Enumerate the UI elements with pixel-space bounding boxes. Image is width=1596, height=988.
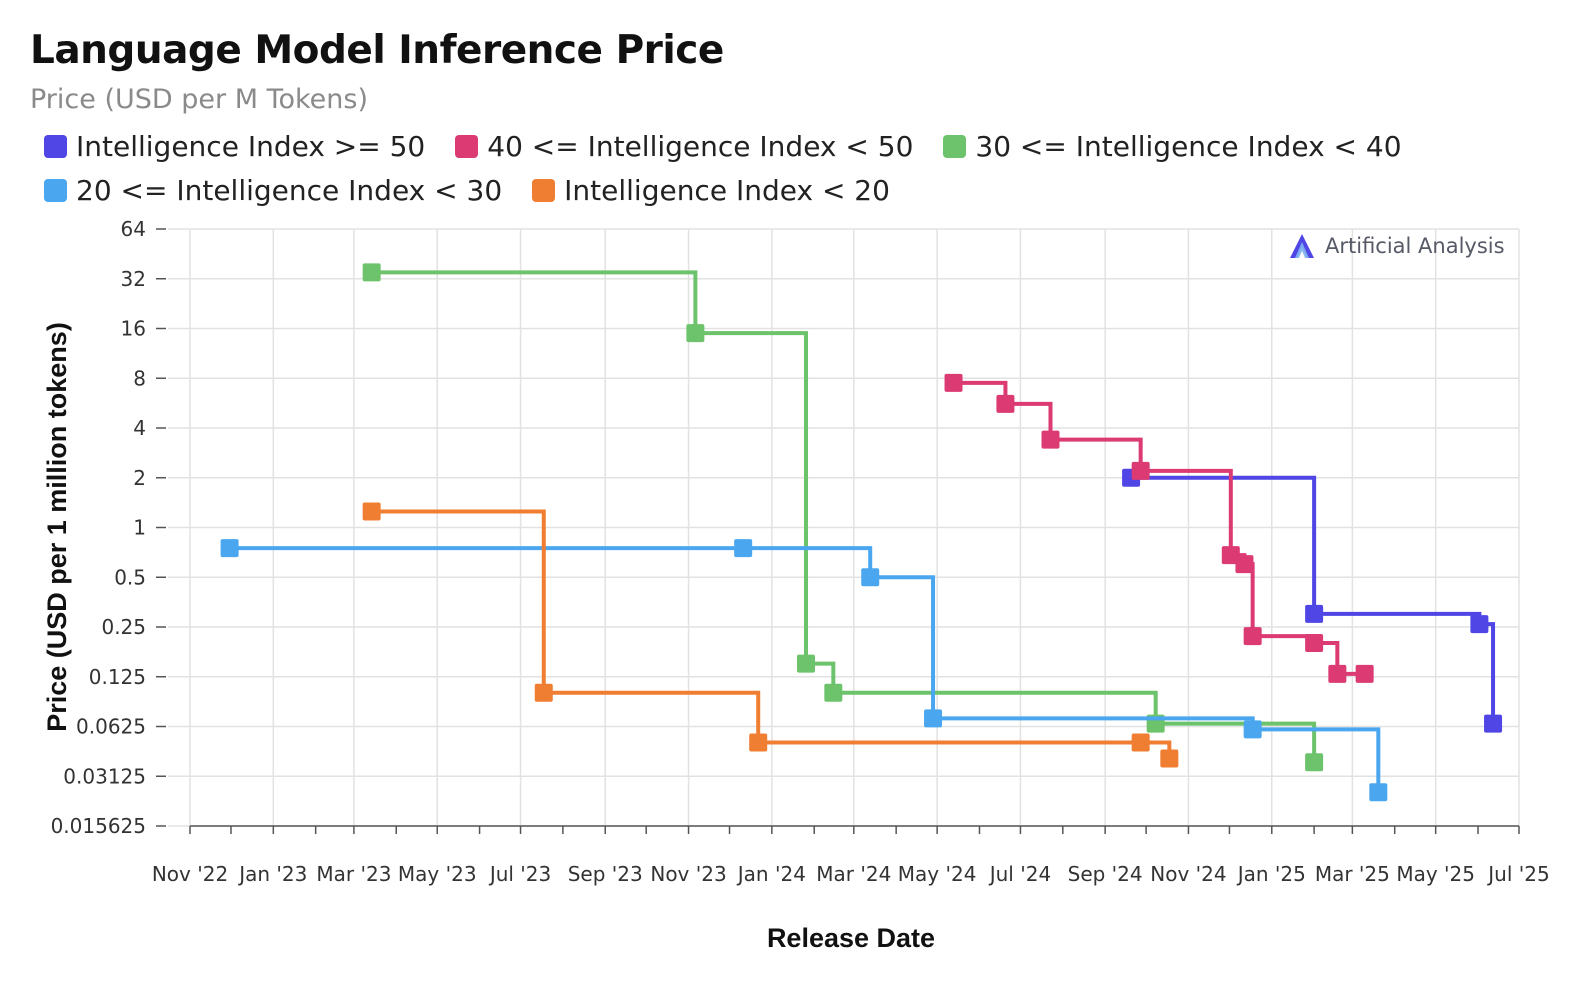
legend-label: 30 <= Intelligence Index < 40 [975, 129, 1402, 163]
y-tick-label: 8 [133, 366, 146, 390]
x-axis-title: Release Date [767, 923, 935, 953]
y-tick-label: 64 [121, 217, 146, 241]
data-point-marker [534, 683, 553, 702]
y-tick-label: 0.5 [114, 565, 146, 589]
data-point-marker [1235, 555, 1254, 574]
watermark: Artificial Analysis [1290, 234, 1505, 258]
x-tick-label: Mar '25 [1315, 862, 1390, 886]
y-tick-label: 0.03125 [63, 764, 146, 788]
data-point-marker [1305, 634, 1324, 653]
artificial-analysis-logo-icon [1290, 234, 1314, 258]
data-point-marker [220, 539, 239, 558]
data-point-marker [996, 394, 1015, 413]
legend-label: Intelligence Index >= 50 [76, 129, 426, 163]
data-point-marker [362, 263, 381, 282]
chart-title: Language Model Inference Price [30, 28, 724, 73]
legend: Intelligence Index >= 50 40 <= Intellige… [44, 124, 1402, 212]
data-point-marker [944, 373, 963, 392]
data-point-marker [861, 568, 880, 587]
data-point-marker [1305, 753, 1324, 772]
series-group [362, 263, 1324, 772]
y-tick-label: 0.015625 [51, 814, 146, 838]
series-line [371, 509, 1172, 759]
x-tick-label: Jul '24 [988, 862, 1051, 886]
x-tick-label: May '25 [1396, 862, 1475, 886]
legend-swatch [44, 178, 67, 202]
legend-swatch [532, 178, 556, 202]
x-tick-label: Sep '23 [568, 862, 643, 886]
x-tick-label: Jul '23 [488, 862, 551, 886]
legend-row: 20 <= Intelligence Index < 30 Intelligen… [44, 168, 1384, 212]
legend-label: Intelligence Index < 20 [564, 173, 890, 207]
legend-swatch [455, 134, 479, 158]
series-group [362, 502, 1179, 768]
data-point-marker [1484, 714, 1503, 733]
series-group [944, 373, 1374, 683]
data-point-marker [749, 733, 768, 752]
x-tick-label: Jan '25 [1236, 862, 1306, 886]
y-tick-label: 32 [121, 267, 146, 291]
watermark-text: Artificial Analysis [1325, 234, 1505, 258]
data-point-marker [1328, 664, 1347, 683]
data-point-marker [1369, 783, 1388, 802]
y-axis-title: Price (USD per 1 million tokens) [42, 322, 72, 732]
chart-subtitle: Price (USD per M Tokens) [30, 84, 368, 115]
legend-item-index-40-50[interactable]: 40 <= Intelligence Index < 50 [455, 130, 913, 163]
grid [168, 228, 1520, 827]
data-point-marker [824, 683, 843, 702]
x-tick-label: Jan '24 [736, 862, 806, 886]
y-tick-label: 0.0625 [76, 715, 146, 739]
series-line [371, 270, 1317, 763]
series-line [953, 380, 1365, 676]
x-tick-label: Nov '22 [152, 862, 228, 886]
y-tick-label: 0.125 [89, 665, 146, 689]
x-tick-label: Mar '24 [816, 862, 891, 886]
legend-item-index-20-30[interactable]: 20 <= Intelligence Index < 30 [44, 174, 502, 207]
x-tick-label: Mar '23 [316, 862, 391, 886]
data-point-marker [1355, 664, 1374, 683]
data-point-marker [1305, 604, 1324, 623]
data-point-marker [1243, 627, 1262, 646]
data-point-marker [686, 324, 705, 343]
x-tick-label: Sep '24 [1068, 862, 1143, 886]
y-tick-label: 4 [133, 416, 146, 440]
y-tick-label: 16 [121, 317, 146, 341]
y-tick-label: 2 [133, 466, 146, 490]
data-point-marker [797, 654, 816, 673]
legend-swatch [44, 134, 67, 158]
axes: 64 32 16 8 4 2 1 0.5 0.25 0.125 0.0625 0.03125 0.015… [51, 217, 1550, 886]
data-point-marker [1160, 749, 1179, 768]
data-point-marker [1131, 733, 1150, 752]
series-group [220, 539, 1388, 802]
y-tick-label: 0.25 [101, 615, 146, 639]
data-point-marker [1221, 546, 1240, 565]
data-point-marker [1470, 615, 1489, 634]
series-group [1122, 468, 1503, 733]
data-point-marker [362, 502, 381, 521]
legend-item-index-below-20[interactable]: Intelligence Index < 20 [532, 174, 890, 207]
x-tick-label: Nov '23 [650, 862, 726, 886]
y-tick-label: 1 [133, 516, 146, 540]
legend-item-index-50-plus[interactable]: Intelligence Index >= 50 [44, 130, 425, 163]
legend-swatch [943, 134, 967, 158]
x-tick-label: Nov '24 [1150, 862, 1226, 886]
legend-item-index-30-40[interactable]: 30 <= Intelligence Index < 40 [943, 129, 1402, 163]
data-point-marker [1131, 461, 1150, 480]
series-line [229, 546, 1381, 793]
data-point-marker [734, 539, 753, 558]
legend-label: 40 <= Intelligence Index < 50 [487, 129, 914, 163]
series-line [1131, 475, 1496, 724]
x-tick-label: Jan '23 [237, 862, 307, 886]
x-tick-label: May '24 [898, 862, 977, 886]
data-point-marker [1243, 720, 1262, 739]
data-point-marker [1041, 430, 1060, 449]
data-point-marker [924, 709, 943, 728]
x-tick-label: Jul '25 [1486, 862, 1549, 886]
x-tick-label: May '23 [398, 862, 477, 886]
legend-label: 20 <= Intelligence Index < 30 [76, 173, 503, 207]
series-layer [220, 263, 1503, 802]
legend-row: Intelligence Index >= 50 40 <= Intellige… [44, 124, 1402, 168]
